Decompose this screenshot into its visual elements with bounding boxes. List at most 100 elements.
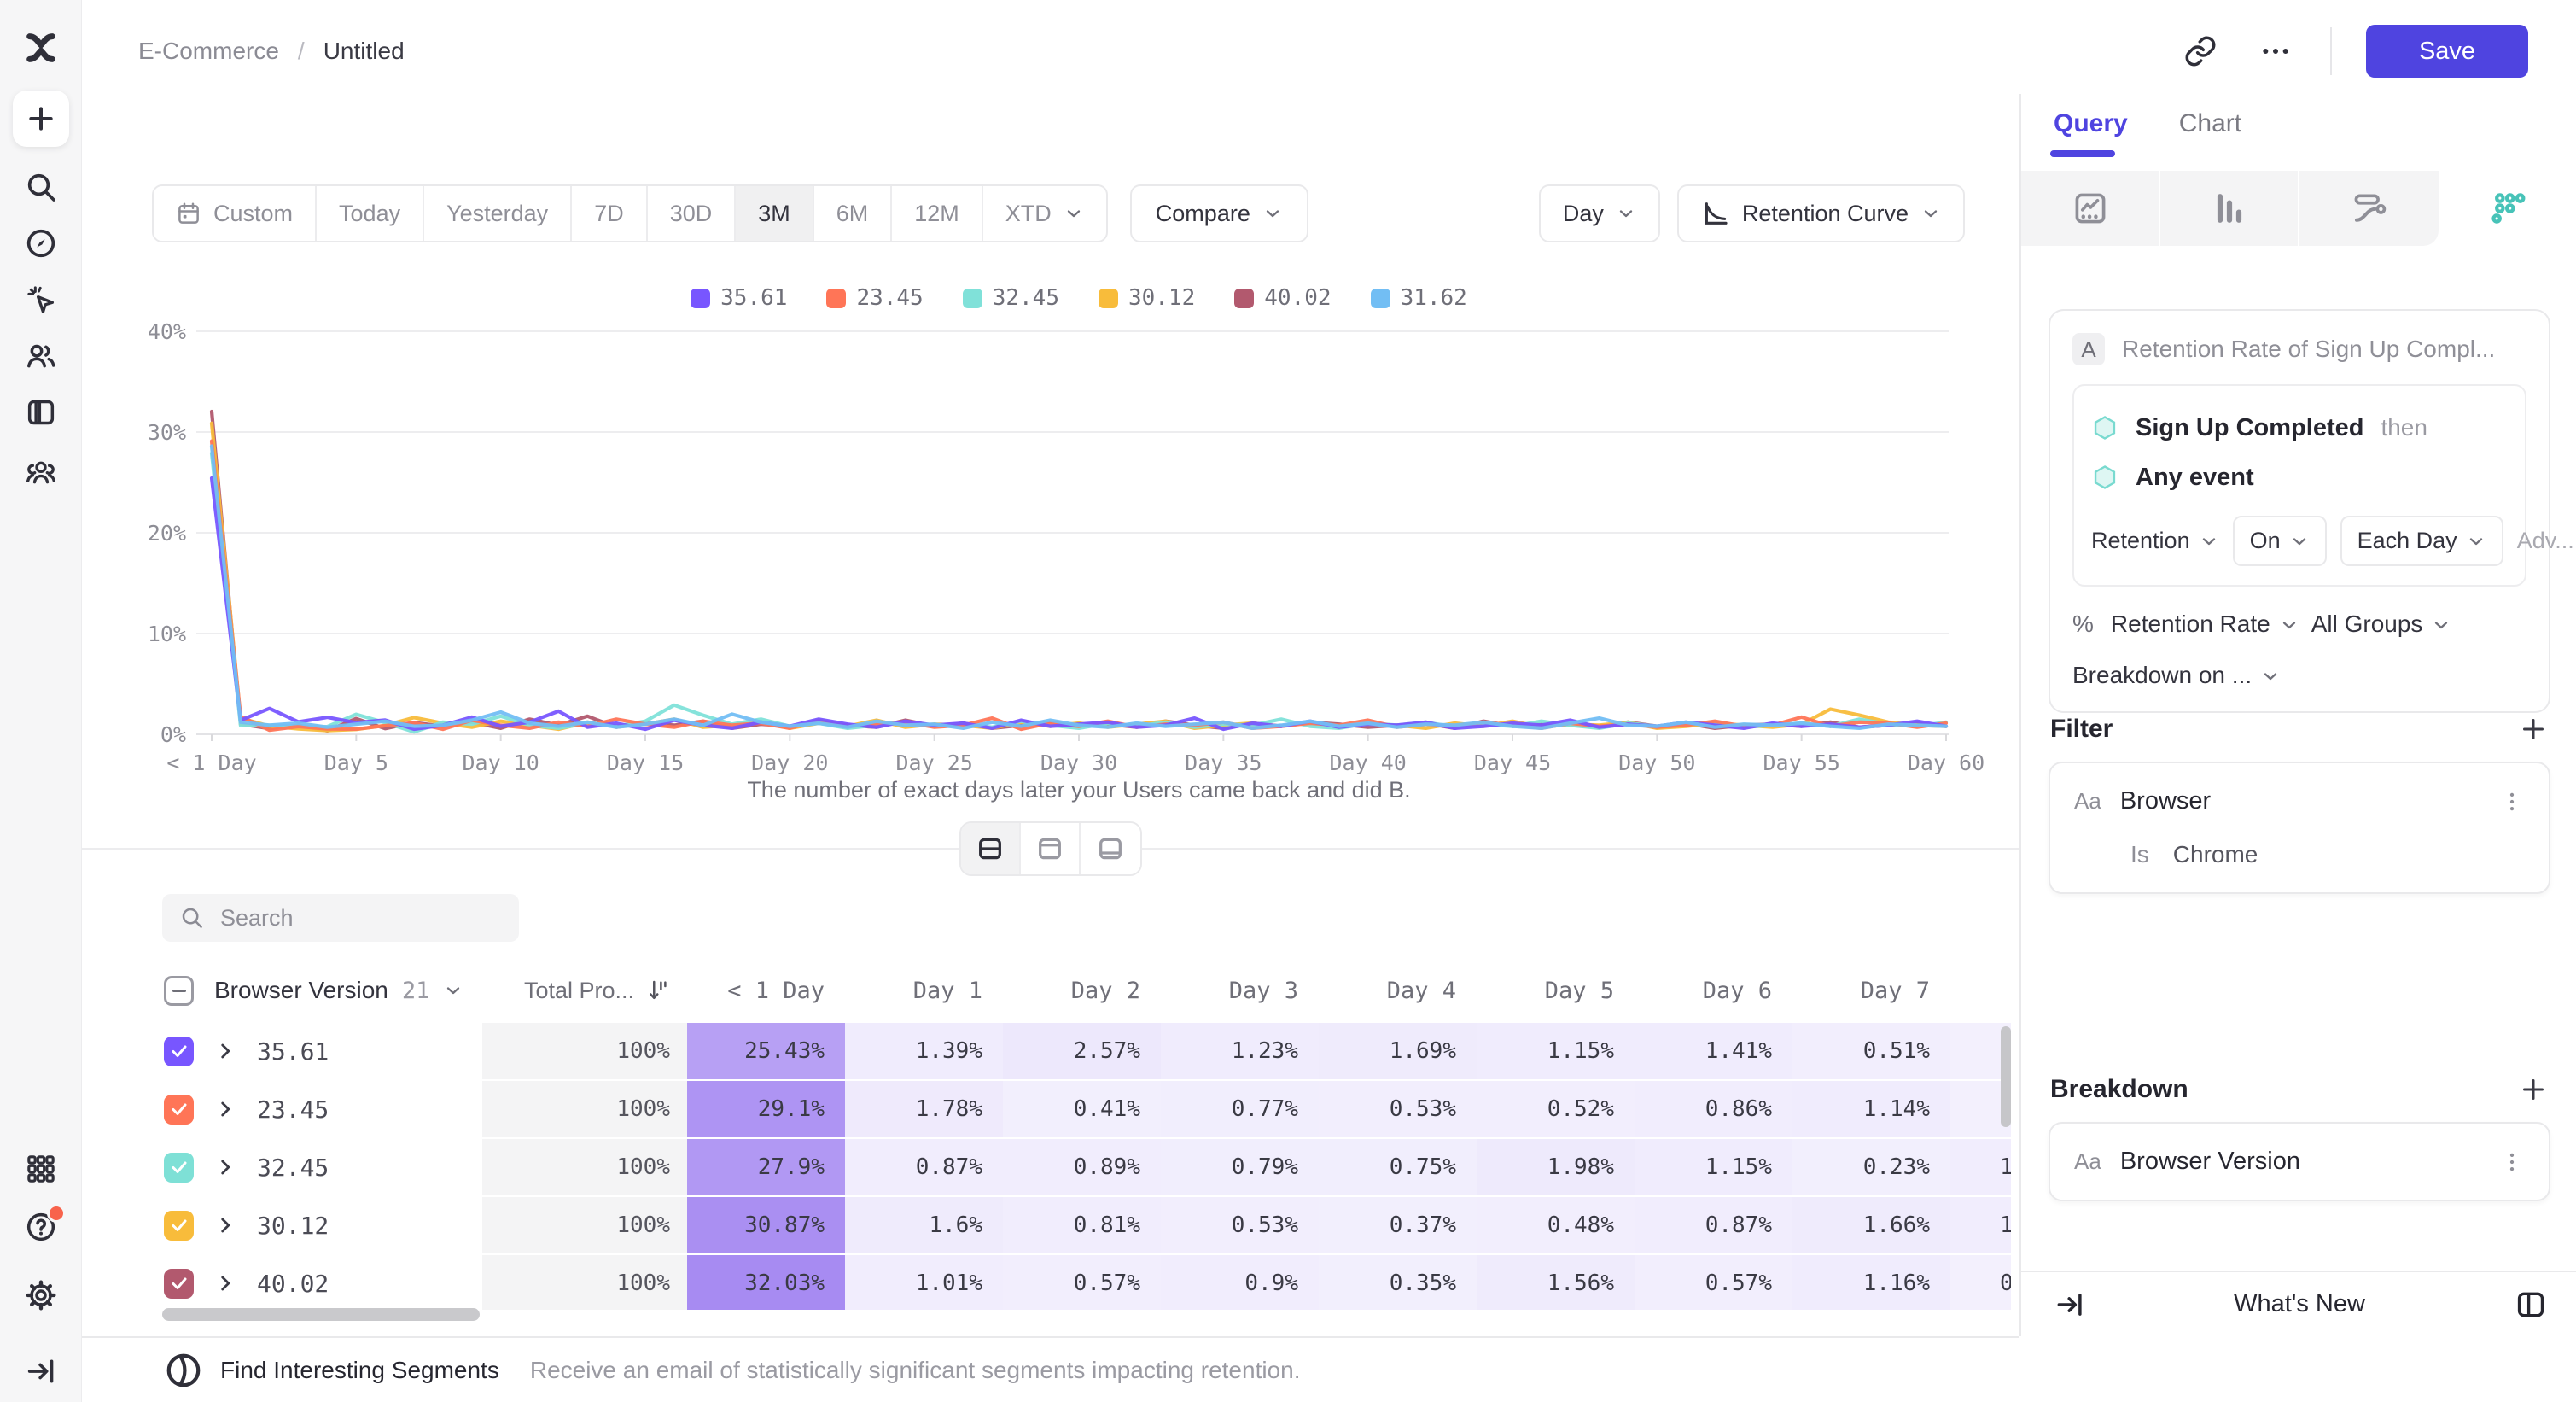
retention-cell[interactable]: 0.53% [1161,1197,1319,1253]
retention-cell[interactable]: 1.98% [1477,1139,1635,1195]
create-new-button[interactable] [12,91,69,147]
cohorts-icon[interactable] [21,453,61,492]
row-checkbox[interactable] [164,1036,194,1066]
expand-row-icon[interactable] [214,1214,236,1236]
day-column-header[interactable]: Day 3 [1228,977,1298,1004]
legend-item[interactable]: 23.45 [826,285,924,311]
series-line-23.45[interactable] [209,439,1949,733]
retention-cell[interactable]: 1.6% [845,1197,1003,1253]
apps-grid-icon[interactable] [21,1149,61,1189]
retention-cell-clipped[interactable]: 1 [1950,1197,2011,1253]
breakdown-card[interactable]: Aa Browser Version [2049,1122,2550,1201]
row-checkbox[interactable] [164,1094,194,1125]
report-type-flows-icon[interactable] [2299,171,2439,246]
expand-row-icon[interactable] [214,1040,236,1062]
retention-cell[interactable]: 1.69% [1319,1023,1477,1079]
event-row-born[interactable]: Sign Up Completed then [2091,403,2508,453]
breakdown-on-dropdown[interactable]: Breakdown on ... [2072,662,2281,689]
retention-cell[interactable]: 0.57% [1635,1255,1792,1310]
filter-value[interactable]: Chrome [2172,841,2258,867]
advanced-dropdown[interactable]: Adv... [2517,528,2576,554]
horizontal-scrollbar[interactable] [162,1308,480,1321]
select-all-checkbox[interactable] [164,975,194,1006]
tab-query[interactable]: Query [2050,109,2128,157]
retention-cell[interactable]: 0.89% [1003,1139,1161,1195]
report-type-insights-icon[interactable] [2021,171,2160,246]
retention-cell[interactable]: 1.01% [845,1255,1003,1310]
events-cursor-icon[interactable] [21,280,61,319]
retention-cell[interactable]: 0.51% [1792,1023,1950,1079]
filter-operator[interactable]: Is [2130,841,2149,867]
retention-cell[interactable]: 25.43% [687,1023,845,1079]
collapse-panel-icon[interactable] [2054,1288,2086,1321]
search-input[interactable] [220,904,502,932]
day-column-header[interactable]: Day 2 [1070,977,1140,1004]
copy-link-icon[interactable] [2180,31,2221,72]
retention-cell[interactable]: 0.52% [1477,1081,1635,1137]
date-range-12m[interactable]: 12M [892,186,983,241]
retention-cell[interactable]: 1.15% [1477,1023,1635,1079]
series-line-32.45[interactable] [209,451,1949,734]
date-range-custom[interactable]: Custom [154,186,318,241]
retention-cell[interactable]: 27.9% [687,1139,845,1195]
row-checkbox[interactable] [164,1268,194,1299]
compare-button[interactable]: Compare [1129,184,1308,242]
sidebar-expand-icon[interactable] [21,1352,61,1391]
legend-item[interactable]: 40.02 [1234,285,1332,311]
retention-cell[interactable]: 2.57% [1003,1023,1161,1079]
day-column-header[interactable]: Day 7 [1860,977,1930,1004]
search-nav-icon[interactable] [21,167,61,207]
expand-row-icon[interactable] [214,1272,236,1294]
more-options-icon[interactable] [2255,31,2296,72]
report-type-funnels-icon[interactable] [2160,171,2299,246]
retention-cell[interactable]: 1.41% [1635,1023,1792,1079]
retention-cell[interactable]: 0.75% [1319,1139,1477,1195]
retention-cell[interactable]: 32.03% [687,1255,845,1310]
retention-cell[interactable]: 0.41% [1003,1081,1161,1137]
retention-cell[interactable]: 29.1% [687,1081,845,1137]
boards-icon[interactable] [21,393,61,432]
date-range-30d[interactable]: 30D [648,186,737,241]
query-title[interactable]: Retention Rate of Sign Up Compl... [2122,336,2496,362]
date-range-6m[interactable]: 6M [814,186,893,241]
split-view-toggle-icon[interactable] [961,823,1021,874]
retention-cell[interactable]: 0.35% [1319,1255,1477,1310]
report-type-retention-icon[interactable] [2439,171,2576,246]
date-range-7d[interactable]: 7D [572,186,648,241]
measure-dropdown[interactable]: Retention Rate [2111,610,2299,638]
retention-cell[interactable]: 0.23% [1792,1139,1950,1195]
expand-row-icon[interactable] [214,1098,236,1120]
vertical-scrollbar[interactable] [2001,1026,2011,1127]
date-range-today[interactable]: Today [317,186,425,241]
users-icon[interactable] [21,336,61,376]
save-button[interactable]: Save [2366,25,2528,78]
mixpanel-logo-icon[interactable] [20,27,61,68]
explore-compass-icon[interactable] [21,224,61,263]
groups-dropdown[interactable]: All Groups [2311,610,2452,638]
row-checkbox[interactable] [164,1152,194,1183]
group-column-header[interactable]: Browser Version 21 [214,977,463,1004]
kebab-menu-icon[interactable] [2499,789,2525,815]
retention-cell[interactable]: 1.39% [845,1023,1003,1079]
retention-cell[interactable]: 1.15% [1635,1139,1792,1195]
retention-cell[interactable]: 1.14% [1792,1081,1950,1137]
series-line-31.62[interactable] [209,444,1949,730]
series-line-30.12[interactable] [209,421,1949,733]
retention-cell[interactable]: 0.86% [1635,1081,1792,1137]
retention-cell[interactable]: 0.87% [1635,1197,1792,1253]
side-panel-icon[interactable] [2515,1288,2547,1321]
day-column-header[interactable]: < 1 Day [727,977,825,1004]
metric-dropdown[interactable]: Retention [2091,528,2219,554]
series-line-40.02[interactable] [209,409,1949,733]
whats-new-link[interactable]: What's New [2234,1290,2365,1317]
day-column-header[interactable]: Day 1 [912,977,982,1004]
retention-cell[interactable]: 0.57% [1003,1255,1161,1310]
retention-cell[interactable]: 0.81% [1003,1197,1161,1253]
row-checkbox[interactable] [164,1210,194,1241]
retention-cell[interactable]: 0.87% [845,1139,1003,1195]
chart-type-dropdown[interactable]: Retention Curve [1676,184,1965,242]
table-view-toggle-icon[interactable] [1081,823,1140,874]
chart-view-toggle-icon[interactable] [1021,823,1081,874]
find-segments-link[interactable]: Find Interesting Segments [220,1356,499,1383]
on-dropdown[interactable]: On [2232,516,2327,566]
